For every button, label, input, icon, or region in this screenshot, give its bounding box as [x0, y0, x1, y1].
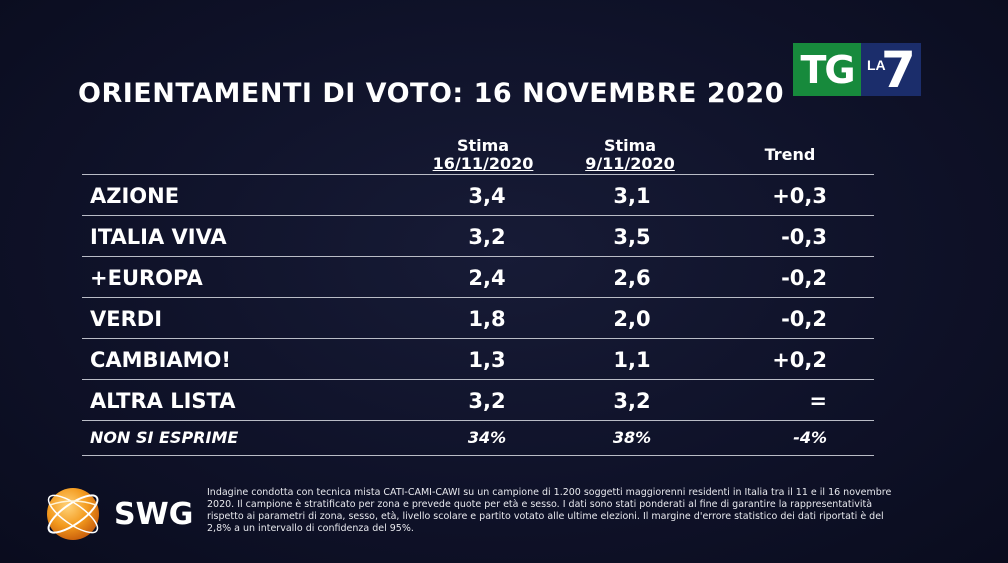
current-estimate: 2,4: [468, 266, 506, 290]
table-row: AZIONE 3,4 3,1 +0,3: [82, 174, 874, 215]
column-header-previous: Stima 9/11/2020: [560, 137, 700, 173]
column-header-current: Stima 16/11/2020: [413, 137, 553, 173]
la7-logo: LA 7: [861, 41, 921, 99]
tg-la7-logo: TG LA 7: [793, 41, 921, 99]
previous-estimate: 2,0: [613, 307, 651, 331]
previous-estimate: 3,5: [613, 225, 651, 249]
trend-value: -0,2: [781, 307, 827, 331]
table-row: ITALIA VIVA 3,2 3,5 -0,3: [82, 215, 874, 256]
current-estimate: 1,3: [468, 348, 506, 372]
trend-value: -4%: [793, 428, 827, 447]
la7-logo-seven: 7: [881, 41, 916, 99]
party-name: ITALIA VIVA: [90, 225, 227, 249]
trend-value: =: [809, 389, 827, 413]
previous-estimate: 3,1: [613, 184, 651, 208]
party-name: ALTRA LISTA: [90, 389, 236, 413]
trend-value: -0,3: [781, 225, 827, 249]
column-header-current-date: 16/11/2020: [432, 154, 534, 173]
current-estimate: 3,2: [468, 225, 506, 249]
previous-estimate: 1,1: [613, 348, 651, 372]
party-name: NON SI ESPRIME: [90, 428, 239, 447]
party-name: CAMBIAMO!: [90, 348, 231, 372]
column-header-current-label: Stima: [456, 136, 510, 155]
column-header-previous-label: Stima: [603, 136, 657, 155]
table-row-undecided: NON SI ESPRIME 34% 38% -4%: [82, 420, 874, 456]
swg-brand-text: SWG: [114, 497, 194, 532]
table-row: +EUROPA 2,4 2,6 -0,2: [82, 256, 874, 297]
current-estimate: 34%: [467, 428, 507, 447]
party-name: AZIONE: [90, 184, 180, 208]
trend-value: +0,3: [772, 184, 827, 208]
trend-value: +0,2: [772, 348, 827, 372]
current-estimate: 1,8: [468, 307, 506, 331]
current-estimate: 3,2: [468, 389, 506, 413]
column-header-previous-date: 9/11/2020: [585, 154, 675, 173]
table-row: CAMBIAMO! 1,3 1,1 +0,2: [82, 338, 874, 379]
trend-value: -0,2: [781, 266, 827, 290]
methodology-note: Indagine condotta con tecnica mista CATI…: [207, 487, 892, 534]
page-title: ORIENTAMENTI DI VOTO: 16 NOVEMBRE 2020: [78, 78, 784, 109]
poll-table: AZIONE 3,4 3,1 +0,3 ITALIA VIVA 3,2 3,5 …: [82, 174, 874, 456]
party-name: VERDI: [90, 307, 163, 331]
previous-estimate: 38%: [612, 428, 652, 447]
la7-logo-la: LA: [867, 57, 886, 73]
table-row: VERDI 1,8 2,0 -0,2: [82, 297, 874, 338]
previous-estimate: 3,2: [613, 389, 651, 413]
table-row: ALTRA LISTA 3,2 3,2 =: [82, 379, 874, 420]
swg-globe-icon: [47, 488, 99, 540]
column-header-trend: Trend: [764, 145, 816, 164]
previous-estimate: 2,6: [613, 266, 651, 290]
tg-logo-text: TG: [793, 43, 861, 96]
party-name: +EUROPA: [90, 266, 203, 290]
current-estimate: 3,4: [468, 184, 506, 208]
